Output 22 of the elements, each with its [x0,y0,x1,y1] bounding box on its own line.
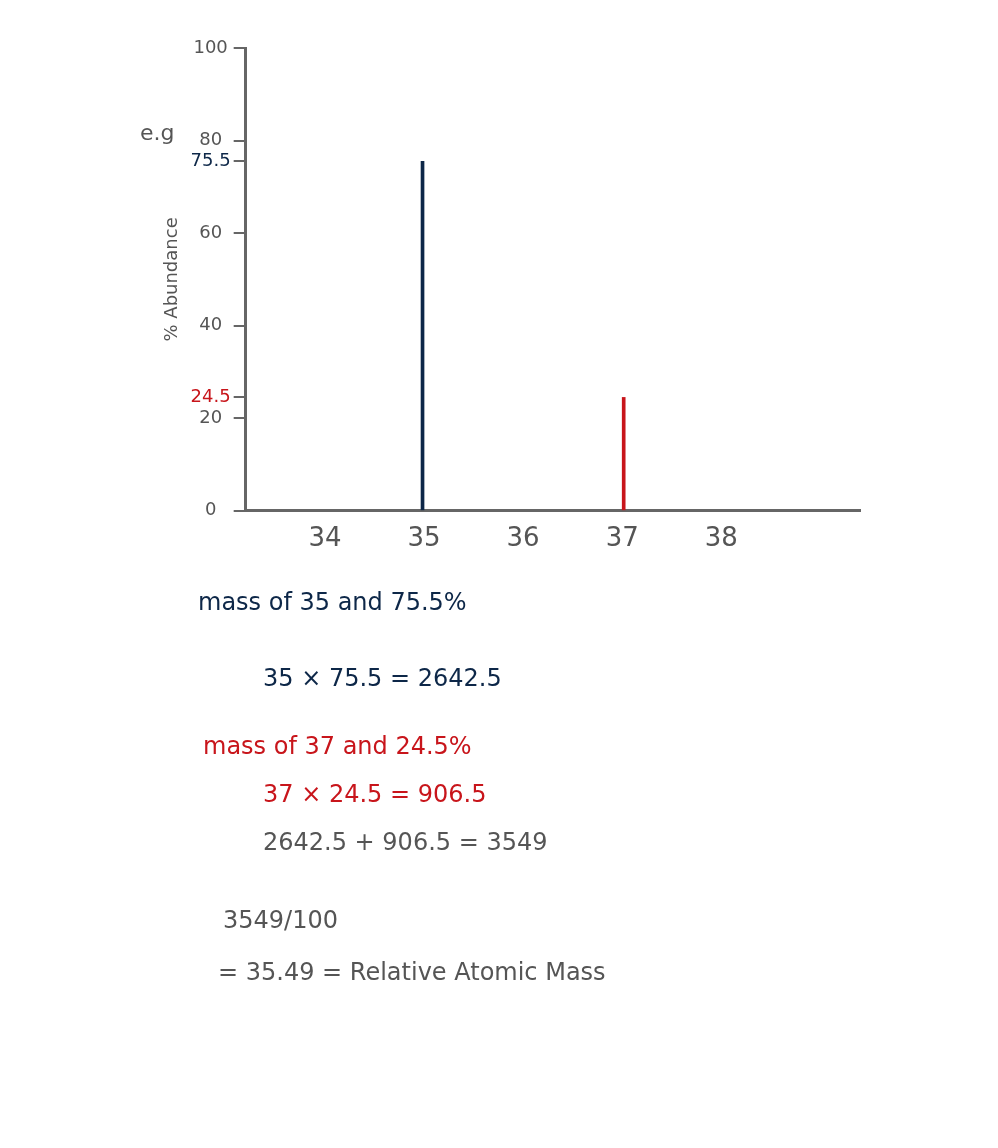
y-tick-label: 20 [199,405,223,427]
y-tick-label: 60 [199,220,223,242]
y-tick-label: 40 [199,313,223,335]
text: 3549/100 [223,906,339,934]
x-tick-label: 35 [407,522,441,553]
x-tick-label: 37 [605,522,639,553]
y-tick-label: 80 [199,128,223,150]
text: e.g [140,120,175,145]
text: mass of 37 and 24.5% [203,732,473,760]
y-axis-title: % Abundance [160,217,182,342]
x-tick-label: 36 [506,522,540,553]
y-tick-label: 75.5 [190,149,231,171]
y-tick-label: 100 [193,35,228,57]
text: 35 × 75.5 = 2642.5 [263,664,503,692]
y-tick-label: 24.5 [190,385,231,407]
text: = 35.49 = Relative Atomic Mass [218,958,607,986]
y-tick-label: 0 [204,498,217,520]
text: mass of 35 and 75.5% [198,588,468,616]
text: 2642.5 + 906.5 = 3549 [263,828,549,856]
x-tick-label: 34 [308,522,342,553]
text: 37 × 24.5 = 906.5 [263,780,488,808]
x-tick-label: 38 [704,522,738,553]
